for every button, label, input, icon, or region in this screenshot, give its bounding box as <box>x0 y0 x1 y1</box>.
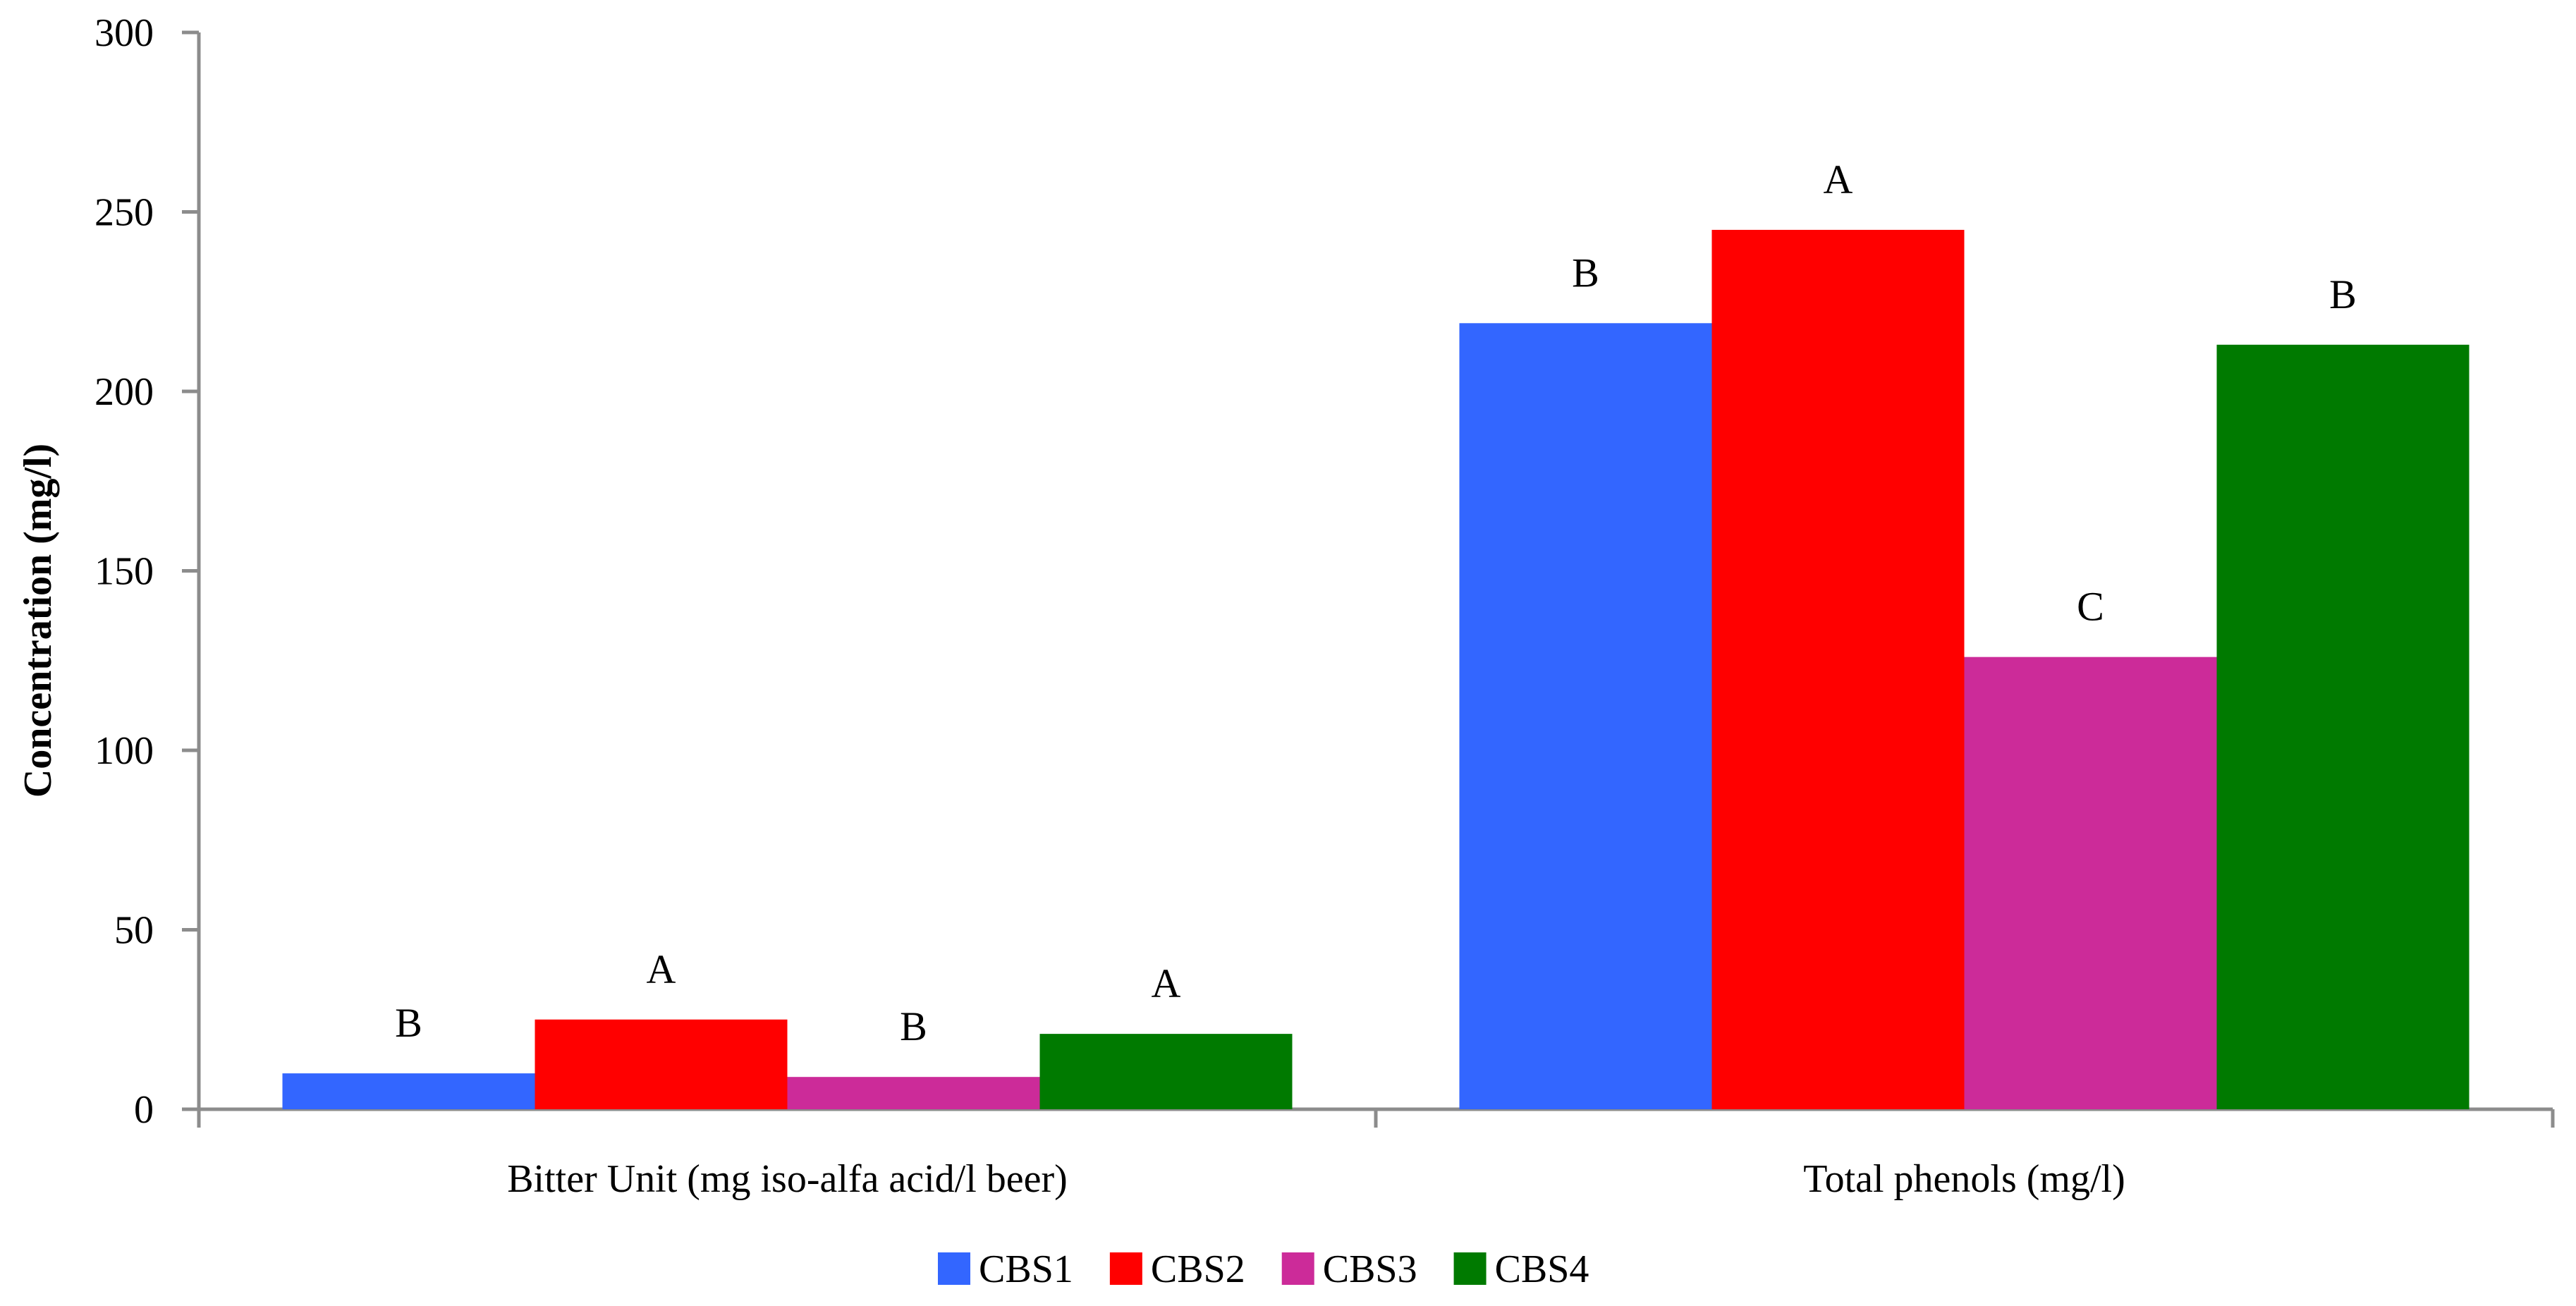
legend-swatch <box>1109 1252 1142 1285</box>
legend: CBS1 CBS2 CBS3 CBS4 <box>938 1247 1589 1291</box>
x-category-label: Bitter Unit (mg iso-alfa acid/l beer) <box>507 1157 1068 1201</box>
significance-letter: B <box>395 1000 422 1046</box>
significance-letter: A <box>647 946 676 992</box>
bar-cbs4 <box>2216 344 2470 1110</box>
x-category-label: Total phenols (mg/l) <box>1803 1157 2125 1201</box>
significance-letters: B A B A B A C B <box>395 157 2357 1049</box>
y-tick-label: 200 <box>94 370 154 414</box>
bar-cbs2 <box>1711 229 1965 1110</box>
bar-cbs3 <box>787 1077 1040 1109</box>
significance-letter: C <box>2077 584 2104 630</box>
legend-swatch <box>938 1252 970 1285</box>
bar-cbs2 <box>535 1019 788 1109</box>
legend-label: CBS3 <box>1323 1247 1417 1291</box>
y-tick-label: 50 <box>114 909 154 953</box>
bars <box>282 229 2470 1110</box>
significance-letter: B <box>1572 250 1599 295</box>
y-axis-title: Concentration (mg/l) <box>16 444 60 798</box>
legend-label: CBS1 <box>979 1247 1073 1291</box>
y-tick-label: 150 <box>94 550 154 594</box>
legend-label: CBS2 <box>1151 1247 1245 1291</box>
y-axis: 0 50 100 150 200 250 300 <box>94 11 201 1132</box>
y-tick-label: 300 <box>94 11 154 55</box>
legend-swatch <box>1281 1252 1314 1285</box>
bar-cbs3 <box>1964 657 2217 1109</box>
y-tick-label: 0 <box>134 1088 154 1132</box>
y-tick-label: 250 <box>94 191 154 235</box>
significance-letter: B <box>2329 271 2357 317</box>
legend-swatch <box>1453 1252 1487 1285</box>
y-tick-label: 100 <box>94 729 154 773</box>
significance-letter: B <box>900 1003 927 1049</box>
bar-cbs4 <box>1039 1034 1293 1109</box>
legend-label: CBS4 <box>1495 1247 1589 1291</box>
x-axis: Bitter Unit (mg iso-alfa acid/l beer) Tot… <box>197 1107 2555 1201</box>
bar-cbs1 <box>282 1073 535 1109</box>
bar-cbs1 <box>1459 323 1712 1109</box>
significance-letter: A <box>1824 157 1853 202</box>
significance-letter: A <box>1152 960 1181 1006</box>
